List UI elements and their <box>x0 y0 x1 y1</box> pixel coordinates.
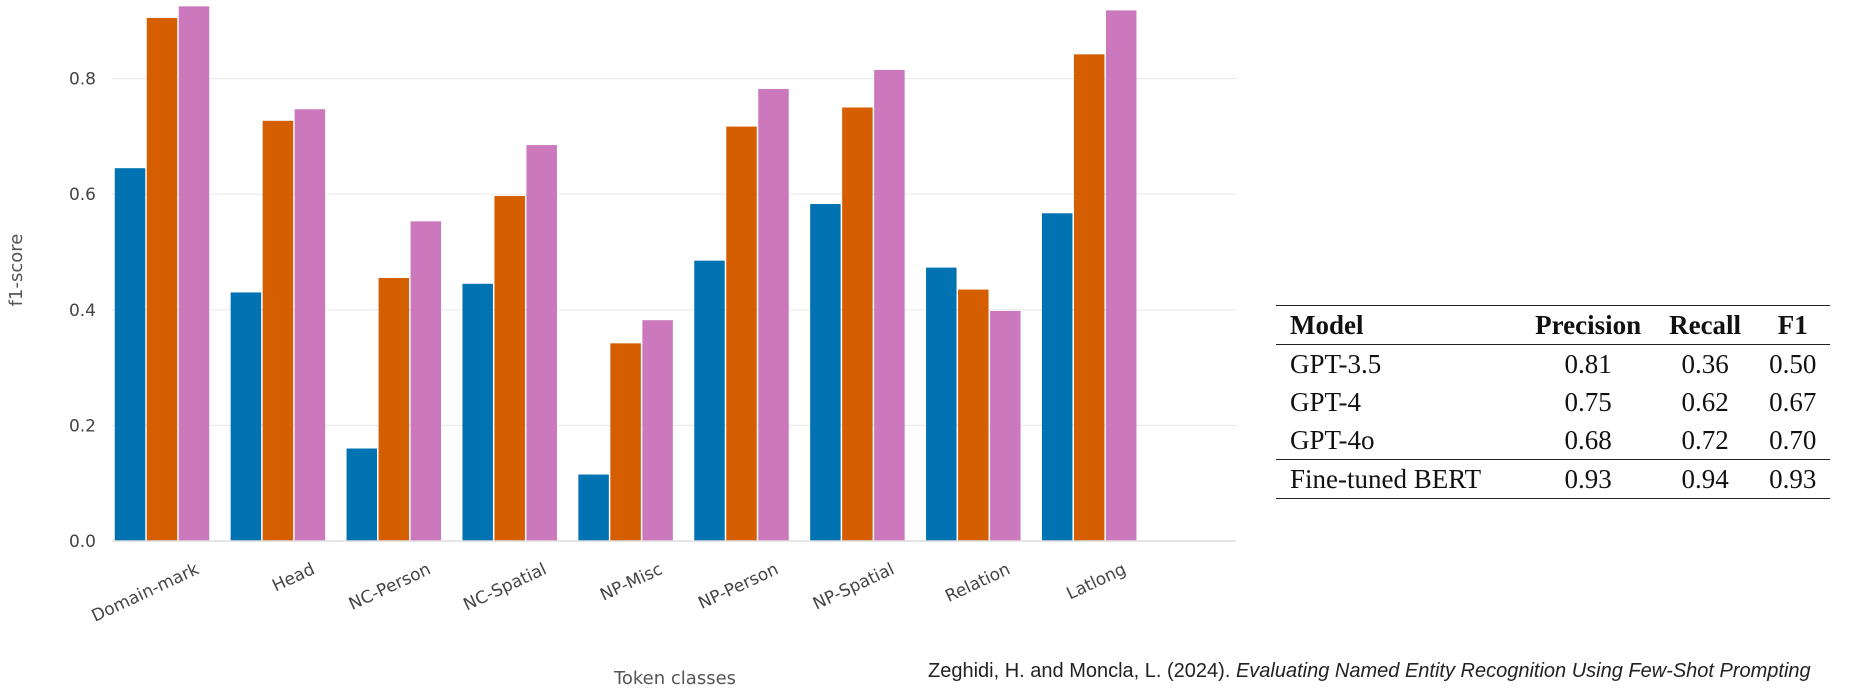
bar-gpt4-nc-person <box>378 278 410 541</box>
bar-gpt4-np-misc <box>610 343 641 541</box>
column-header-model: Model <box>1276 305 1522 345</box>
y-axis-ticks: 0.0 0.2 0.4 0.6 0.8 <box>69 70 96 552</box>
x-axis-ticks: Domain-mark Head NC-Person NC-Spatial NP-Mis… <box>89 559 1130 626</box>
table-cell: 0.72 <box>1681 425 1729 455</box>
x-tick-label: NC-Spatial <box>460 559 549 615</box>
bar-gpt35-latlong <box>1041 213 1073 542</box>
bar-gpt35-np-misc <box>578 474 609 541</box>
table-cell: 0.81 <box>1564 349 1612 379</box>
bar-gpt35-np-spatial <box>810 204 841 541</box>
bar-gpt35-nc-person <box>346 448 378 541</box>
table-cell: 0.62 <box>1681 387 1729 417</box>
bar-gpt4o-nc-spatial <box>526 145 557 541</box>
table-cell: 0.36 <box>1681 349 1729 379</box>
bar-gpt4-nc-spatial <box>494 195 525 541</box>
bar-gpt4-latlong <box>1073 54 1105 541</box>
table-cell: 0.68 <box>1564 425 1612 455</box>
table-row: GPT-3.5 0.81 0.36 0.50 <box>1276 345 1830 384</box>
bar-gpt35-relation <box>926 267 957 541</box>
citation: Zeghidi, H. and Moncla, L. (2024). Evalu… <box>928 660 1874 683</box>
bar-gpt4-np-person <box>726 126 757 541</box>
table-cell: 0.67 <box>1769 387 1817 417</box>
table-cell: GPT-4 <box>1290 387 1362 417</box>
bar-gpt4o-nc-person <box>410 221 442 541</box>
y-tick-label: 0.4 <box>69 301 96 321</box>
x-tick-label: Domain-mark <box>89 559 203 626</box>
bar-gpt4o-head <box>294 109 326 541</box>
bar-gpt35-np-person <box>694 260 725 541</box>
bar-gpt4o-domain-mark <box>178 6 210 542</box>
bar-gpt4-np-spatial <box>842 107 873 541</box>
x-tick-label: NC-Person <box>346 559 434 614</box>
bar-gpt35-domain-mark <box>114 168 146 541</box>
x-tick-label: NP-Person <box>695 559 781 613</box>
table-cell: 0.75 <box>1564 387 1612 417</box>
column-header-recall: Recall <box>1655 305 1756 345</box>
bar-gpt4-head <box>262 120 294 541</box>
x-tick-label: Relation <box>942 559 1013 606</box>
bars <box>114 6 1137 542</box>
x-tick-label: NP-Spatial <box>810 559 898 614</box>
table-cell: 0.93 <box>1755 459 1831 499</box>
bar-gpt4o-np-misc <box>642 320 673 541</box>
citation-title: Evaluating Named Entity Recognition Usin… <box>1235 660 1811 682</box>
bar-gpt35-head <box>230 292 262 541</box>
x-tick-label: NP-Misc <box>597 559 666 605</box>
y-tick-label: 0.0 <box>69 532 96 552</box>
column-header-precision: Precision <box>1521 305 1656 345</box>
table-cell: GPT-3.5 <box>1290 349 1382 379</box>
y-tick-label: 0.6 <box>69 185 96 205</box>
table-row: GPT-4o 0.68 0.72 0.70 <box>1276 421 1830 460</box>
table-cell: 0.70 <box>1769 425 1817 455</box>
bar-gpt4-relation <box>958 289 989 541</box>
bar-gpt4o-np-person <box>758 89 789 541</box>
citation-authors: Zeghidi, H. and Moncla, L. (2024). <box>928 660 1236 682</box>
x-axis-label: Token classes <box>613 668 736 689</box>
y-tick-label: 0.2 <box>69 416 96 436</box>
bar-gpt35-nc-spatial <box>462 283 493 541</box>
bar-chart: 0.0 0.2 0.4 0.6 0.8 Domain-mark Head NC-Person… <box>6 6 1236 689</box>
table-row: GPT-4 0.75 0.62 0.67 <box>1276 383 1830 421</box>
x-tick-label: Latlong <box>1064 559 1130 604</box>
table-cell: GPT-4o <box>1290 425 1375 455</box>
bar-gpt4o-np-spatial <box>874 69 905 542</box>
bar-gpt4-domain-mark <box>146 17 178 542</box>
bar-gpt4o-latlong <box>1105 10 1137 542</box>
table-header-row: Model Precision Recall F1 <box>1276 305 1831 345</box>
table-cell: Fine-tuned BERT <box>1276 459 1522 499</box>
table-cell: 0.94 <box>1655 459 1756 499</box>
y-axis-label: f1-score <box>6 234 27 307</box>
results-table: Model Precision Recall F1 GPT-3.5 0.81 0… <box>1276 305 1831 499</box>
y-tick-label: 0.8 <box>69 70 96 90</box>
table-cell: 0.93 <box>1521 459 1656 499</box>
bar-gpt4o-relation <box>990 310 1021 541</box>
x-tick-label: Head <box>269 559 318 596</box>
table-cell: 0.50 <box>1769 349 1817 379</box>
column-header-f1: F1 <box>1755 305 1831 345</box>
table-row: Fine-tuned BERT 0.93 0.94 0.93 <box>1276 459 1831 499</box>
